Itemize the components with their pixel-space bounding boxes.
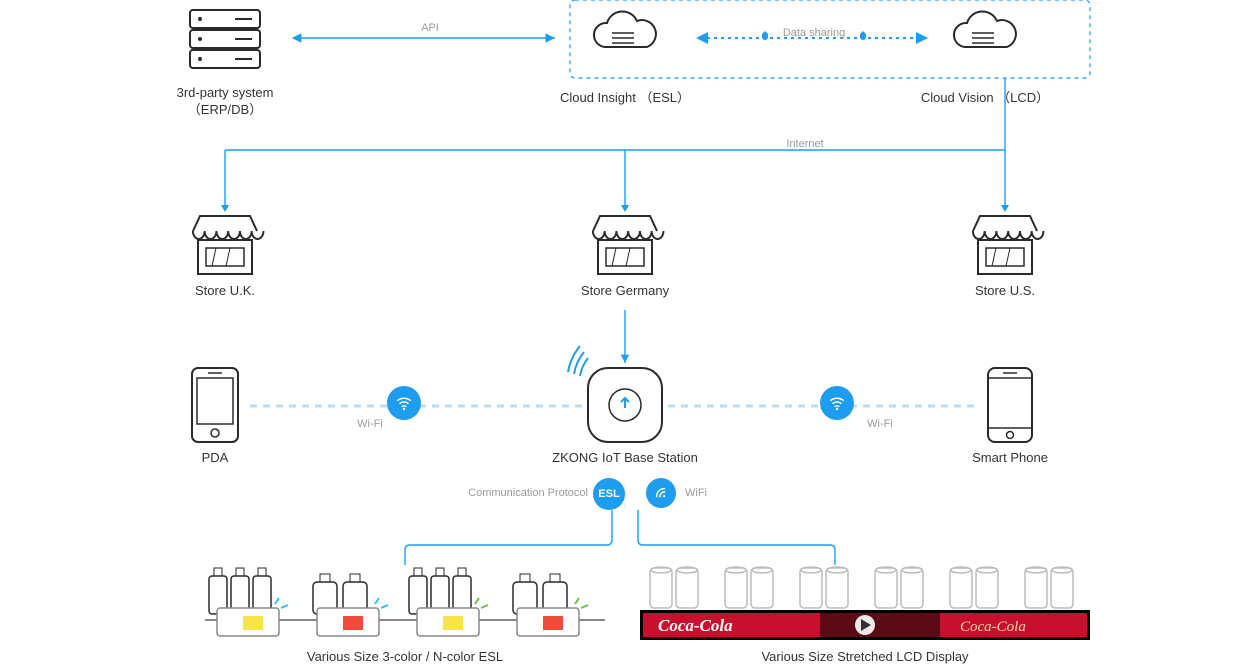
phone-icon (988, 368, 1032, 442)
store-icon (593, 216, 664, 274)
internet-edge-label: Internet (770, 138, 840, 150)
comm-proto-edge-label: Communication Protocol (438, 487, 588, 499)
pda-label: PDA (185, 450, 245, 467)
wifi-icon (820, 386, 854, 420)
esl-shelf-label: Various Size 3-color / N-color ESL (270, 649, 540, 666)
wifi-bottom-edge-label: WiFi (685, 487, 735, 499)
base-label: ZKONG IoT Base Station (540, 450, 710, 467)
esl-shelf-icon (205, 568, 605, 636)
shield-icon (762, 31, 768, 40)
third-party-label: 3rd-party system （ERP/DB） (150, 85, 300, 119)
lcd-shelf-label: Various Size Stretched LCD Display (730, 649, 1000, 666)
shield-icon (860, 31, 866, 40)
edge-base-shelves (405, 510, 835, 565)
store-us-label: Store U.S. (955, 283, 1055, 300)
base-station-icon (568, 346, 662, 442)
server-icon (190, 10, 260, 68)
esl-badge-icon: ESL (593, 478, 625, 510)
cloud-icon (594, 11, 656, 47)
store-de-label: Store Germany (555, 283, 695, 300)
cloud-vision-label: Cloud Vision （LCD） (905, 90, 1065, 107)
api-edge-label: API (400, 22, 460, 34)
phone-label: Smart Phone (960, 450, 1060, 467)
wifi-icon (387, 386, 421, 420)
cloud-group-box (570, 0, 1090, 78)
pda-icon (192, 368, 238, 442)
cloud-insight-label: Cloud Insight （ESL） (545, 90, 705, 107)
wifi-icon (646, 478, 676, 508)
store-icon (973, 216, 1044, 274)
svg-text:Coca-Cola: Coca-Cola (658, 616, 733, 635)
wifi-left-edge-label: Wi-Fi (340, 418, 400, 430)
svg-text:Coca-Cola: Coca-Cola (960, 619, 1026, 635)
data-sharing-edge-label: Data sharing (772, 27, 856, 39)
store-icon (193, 216, 264, 274)
cloud-icon (954, 11, 1016, 47)
lcd-shelf-icon: Coca-Cola Coca-Cola (640, 567, 1090, 640)
wifi-right-edge-label: Wi-Fi (850, 418, 910, 430)
store-uk-label: Store U.K. (175, 283, 275, 300)
